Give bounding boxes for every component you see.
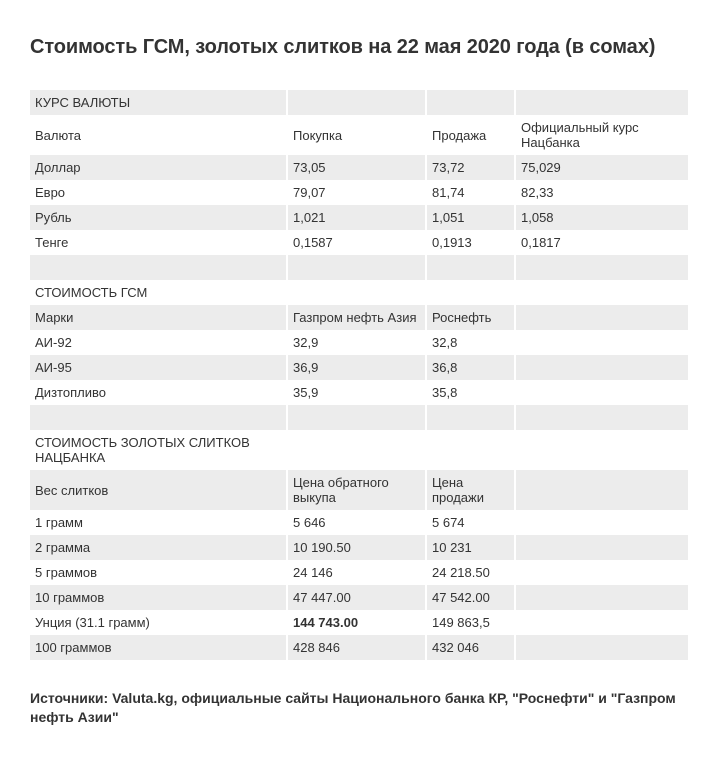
table-cell: 82,33 [514,180,688,205]
table-cell: 10 190.50 [286,535,426,560]
table-row: Евро 79,07 81,74 82,33 [30,180,688,205]
table-cell: 73,72 [425,155,515,180]
table-cell: 1,051 [425,205,515,230]
table-row: Дизтопливо 35,9 35,8 [30,380,688,405]
column-header: Цена продажи [425,470,515,510]
section-row-gold: СТОИМОСТЬ ЗОЛОТЫХ СЛИТКОВ НАЦБАНКА [30,430,688,470]
column-header [514,305,688,330]
table-row: 1 грамм 5 646 5 674 [30,510,688,535]
table-cell: АИ-92 [35,335,72,350]
column-header: Продажа [425,115,515,155]
table-cell: 75,029 [514,155,688,180]
table-cell [514,610,688,635]
table-cell [514,330,688,355]
table-cell: Тенге [35,235,69,250]
table-cell: 10 граммов [30,585,287,610]
table-row: 100 граммов 428 846 432 046 [30,635,688,660]
table-cell: Евро [35,185,66,200]
table-cell-highlighted: 144 743.00 [286,610,426,635]
table-cell: 5 граммов [35,565,98,580]
table-cell: Доллар [30,155,287,180]
column-header: Вес слитков [30,470,287,510]
table-row: Тенге 0,1587 0,1913 0,1817 [30,230,688,255]
header-row-gold: Вес слитков Цена обратного выкупа Цена п… [30,470,688,510]
table-cell: Рубль [30,205,287,230]
section-label: СТОИМОСТЬ ЗОЛОТЫХ СЛИТКОВ НАЦБАНКА [35,435,250,465]
table-cell: 10 231 [425,535,515,560]
table-cell [514,585,688,610]
table-row: АИ-92 32,9 32,8 [30,330,688,355]
table-cell: 1,021 [286,205,426,230]
table-cell [514,510,688,535]
column-header: Газпром нефть Азия [286,305,426,330]
rates-table: КУРС ВАЛЮТЫ Валюта Покупка Продажа Офици… [30,90,688,660]
table-cell [514,560,688,585]
table-row: 10 граммов 47 447.00 47 542.00 [30,585,688,610]
table-cell: 432 046 [425,635,515,660]
page-title: Стоимость ГСМ, золотых слитков на 22 мая… [30,36,656,58]
table-cell [514,355,688,380]
header-row-fuel: Марки Газпром нефть Азия Роснефть [30,305,688,330]
table-cell: 0,1587 [286,230,426,255]
column-header: Роснефть [425,305,515,330]
table-cell: 428 846 [286,635,426,660]
table-cell: 0,1817 [514,230,688,255]
table-cell: 100 граммов [30,635,287,660]
section-row-currency: КУРС ВАЛЮТЫ [30,90,688,115]
column-header [514,470,688,510]
table-cell: 81,74 [425,180,515,205]
table-cell: 35,8 [425,380,515,405]
table-row: Доллар 73,05 73,72 75,029 [30,155,688,180]
column-header: Марки [30,305,287,330]
table-row: АИ-95 36,9 36,8 [30,355,688,380]
table-cell: 36,9 [286,355,426,380]
table-row: Рубль 1,021 1,051 1,058 [30,205,688,230]
table-cell: АИ-95 [30,355,287,380]
column-header: Официальный курс Нацбанка [514,115,688,155]
table-cell: 5 646 [286,510,426,535]
header-row-currency: Валюта Покупка Продажа Официальный курс … [30,115,688,155]
table-cell: 73,05 [286,155,426,180]
table-cell [514,635,688,660]
table-cell: 24 146 [286,560,426,585]
column-header: Покупка [286,115,426,155]
table-cell [514,380,688,405]
table-cell: Дизтопливо [35,385,106,400]
section-label: КУРС ВАЛЮТЫ [30,90,287,115]
column-header: Цена обратного выкупа [286,470,426,510]
section-row-fuel: СТОИМОСТЬ ГСМ [30,280,688,305]
table-cell: 1,058 [514,205,688,230]
spacer-row [30,405,688,430]
table-cell: 32,8 [425,330,515,355]
table-cell [514,535,688,560]
table-cell: 35,9 [286,380,426,405]
table-row: 5 граммов 24 146 24 218.50 [30,560,688,585]
table-cell: 32,9 [286,330,426,355]
table-row: 2 грамма 10 190.50 10 231 [30,535,688,560]
spacer-row [30,255,688,280]
table-cell: 1 грамм [35,515,83,530]
table-cell: Унция (31.1 грамм) [35,615,150,630]
table-cell: 149 863,5 [425,610,515,635]
table-cell: 2 грамма [30,535,287,560]
table-cell: 79,07 [286,180,426,205]
table-cell: 24 218.50 [425,560,515,585]
table-cell: 47 447.00 [286,585,426,610]
table-row: Унция (31.1 грамм) 144 743.00 149 863,5 [30,610,688,635]
table-cell: 0,1913 [425,230,515,255]
source-note: Источники: Valuta.kg, официальные сайты … [30,690,676,725]
table-cell: 36,8 [425,355,515,380]
table-cell: 5 674 [425,510,515,535]
column-header: Валюта [35,127,81,143]
section-label: СТОИМОСТЬ ГСМ [35,285,148,300]
table-cell: 47 542.00 [425,585,515,610]
